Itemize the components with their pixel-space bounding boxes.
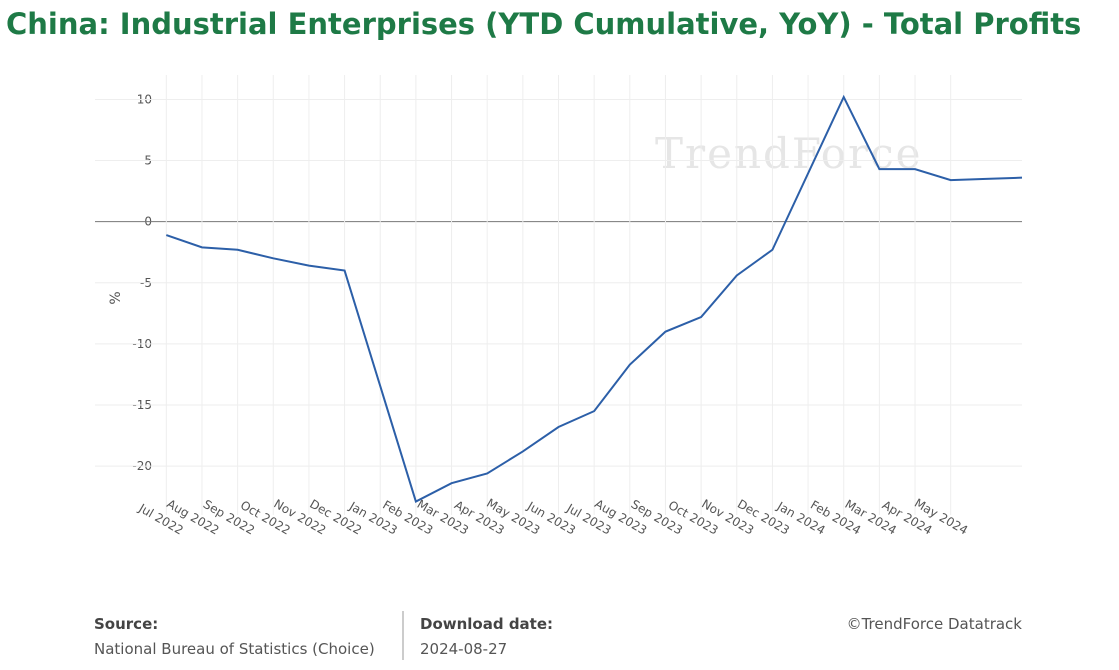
y-axis-label: % [108, 291, 124, 304]
date-label: Download date: [420, 615, 553, 633]
source-label: Source: [94, 615, 158, 633]
date: 2024-08-27 [420, 640, 507, 658]
source: National Bureau of Statistics (Choice) [94, 640, 375, 658]
copyright: ©TrendForce Datatrack [847, 615, 1023, 633]
watermark: TrendForce [655, 129, 922, 178]
line [165, 94, 1023, 503]
chart-title: China: Industrial Enterprises (YTD Cumul… [6, 7, 1081, 41]
